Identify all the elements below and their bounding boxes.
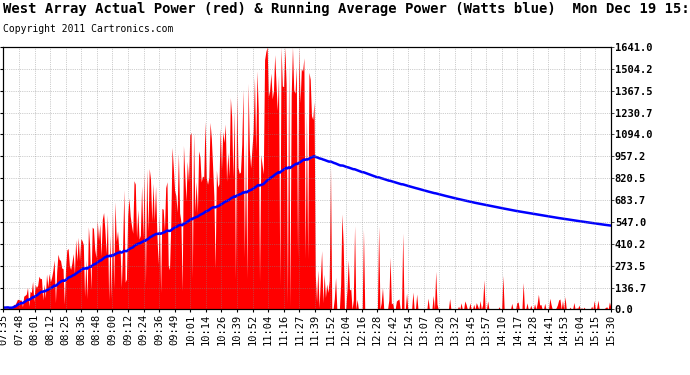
Text: Copyright 2011 Cartronics.com: Copyright 2011 Cartronics.com: [3, 24, 174, 34]
Text: West Array Actual Power (red) & Running Average Power (Watts blue)  Mon Dec 19 1: West Array Actual Power (red) & Running …: [3, 2, 690, 16]
